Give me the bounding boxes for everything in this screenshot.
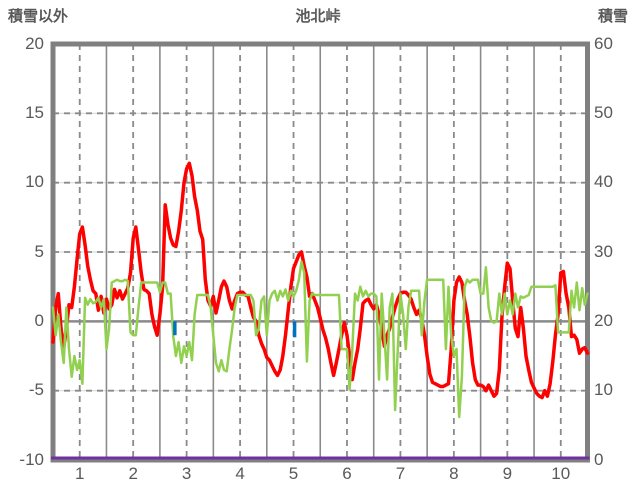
right-axis-tick-0: 0	[594, 449, 604, 469]
right-axis-tick-20: 20	[594, 310, 613, 330]
x-axis-tick-5: 5	[288, 464, 299, 483]
x-axis-tick-7: 7	[395, 464, 406, 483]
x-axis-tick-6: 6	[342, 464, 352, 483]
x-axis-tick-3: 3	[181, 464, 192, 483]
x-axis-tick-9: 9	[502, 464, 513, 483]
plot-border	[50, 41, 590, 463]
left-axis-tick--10: -10	[19, 449, 44, 469]
x-axis-tick-8: 8	[449, 464, 459, 483]
x-axis-tick-1: 1	[74, 464, 85, 483]
x-axis-tick-2: 2	[128, 464, 138, 483]
x-axis-tick-4: 4	[235, 464, 245, 483]
left-axis-tick-15: 15	[25, 102, 44, 122]
right-axis-title: 積雪	[597, 8, 628, 25]
left-axis-tick-20: 20	[25, 33, 44, 53]
chart-title: 池北峠	[295, 8, 341, 25]
right-axis-tick-60: 60	[594, 33, 613, 53]
right-axis-tick-40: 40	[594, 172, 613, 192]
left-axis-tick-10: 10	[25, 172, 44, 192]
green-line	[51, 260, 589, 419]
right-axis-tick-10: 10	[594, 380, 613, 400]
x-axis-tick-10: 10	[551, 464, 571, 483]
red-line	[51, 161, 590, 400]
right-axis-tick-50: 50	[594, 102, 613, 122]
right-axis-tick-30: 30	[594, 241, 613, 261]
left-axis-title: 積雪以外	[8, 8, 69, 25]
left-axis-tick--5: -5	[28, 380, 44, 400]
left-axis-tick-5: 5	[34, 241, 44, 261]
left-axis-tick-0: 0	[34, 310, 44, 330]
